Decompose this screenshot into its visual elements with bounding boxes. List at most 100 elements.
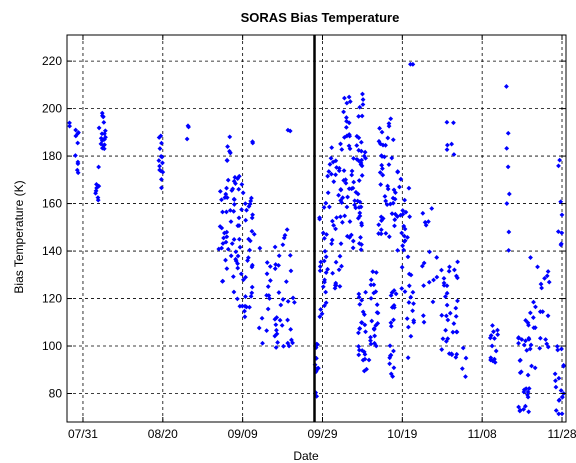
data-point <box>99 131 105 137</box>
data-point <box>371 282 377 288</box>
data-point <box>259 315 265 321</box>
data-point <box>337 284 343 289</box>
data-point <box>406 185 412 191</box>
data-point <box>224 234 230 240</box>
data-point <box>329 241 334 247</box>
data-point <box>225 177 231 183</box>
x-tick-label: 08/20 <box>148 427 178 441</box>
data-point <box>344 100 350 106</box>
data-point <box>389 211 395 217</box>
data-point <box>377 125 382 131</box>
data-point <box>423 222 429 228</box>
data-point <box>224 266 230 272</box>
data-point <box>333 259 339 265</box>
data-point <box>73 153 78 158</box>
data-point <box>356 343 361 349</box>
data-point <box>454 351 460 357</box>
data-point <box>344 204 350 210</box>
data-point <box>379 129 385 135</box>
data-point <box>185 123 191 129</box>
data-point <box>526 409 532 415</box>
data-point <box>357 302 363 307</box>
data-point <box>73 133 79 139</box>
data-point <box>279 323 285 328</box>
data-point <box>391 302 397 308</box>
data-point <box>356 330 361 336</box>
data-point <box>356 135 362 141</box>
data-point <box>240 277 246 283</box>
data-point <box>385 186 391 192</box>
data-point <box>157 163 162 169</box>
data-point <box>356 178 362 183</box>
data-point <box>95 197 101 203</box>
data-point <box>504 84 509 89</box>
data-point <box>517 358 523 363</box>
data-point <box>333 226 338 232</box>
data-point <box>545 313 551 319</box>
data-point <box>249 290 255 296</box>
data-point <box>356 113 362 119</box>
data-point <box>377 141 383 147</box>
data-point <box>516 340 521 346</box>
data-point <box>264 292 270 298</box>
data-point <box>231 202 237 207</box>
data-point <box>421 260 427 266</box>
data-point <box>538 281 544 287</box>
data-point <box>357 326 363 332</box>
data-point <box>228 253 234 259</box>
data-point <box>315 365 321 371</box>
data-point <box>329 145 335 150</box>
data-point <box>328 171 334 177</box>
data-point <box>359 242 364 247</box>
data-point <box>159 177 164 182</box>
data-point <box>264 328 270 334</box>
data-point <box>421 283 427 289</box>
data-point <box>217 188 223 194</box>
data-point <box>556 375 562 381</box>
data-point <box>231 208 237 214</box>
data-point <box>249 228 255 234</box>
data-point <box>527 310 533 316</box>
data-point <box>75 140 81 146</box>
data-point <box>504 201 510 206</box>
data-point <box>395 247 400 253</box>
data-point <box>339 263 344 269</box>
data-point <box>325 173 331 179</box>
data-point <box>284 227 290 233</box>
data-point <box>76 130 81 135</box>
data-point <box>249 215 255 221</box>
data-point <box>383 230 389 236</box>
data-point <box>287 128 293 134</box>
data-point <box>366 357 372 363</box>
data-point <box>223 191 229 197</box>
data-point <box>325 190 331 196</box>
data-point <box>285 127 291 133</box>
data-point <box>245 255 251 261</box>
data-point <box>362 312 367 317</box>
data-point <box>388 323 394 329</box>
data-point <box>361 153 367 159</box>
data-point <box>543 337 549 342</box>
data-point <box>242 308 247 314</box>
data-point <box>236 236 242 242</box>
data-point <box>420 313 426 319</box>
data-point <box>390 195 396 201</box>
data-point <box>317 216 323 222</box>
x-axis-label: Date <box>293 449 319 463</box>
data-point <box>323 254 329 260</box>
data-point <box>356 352 362 358</box>
data-point <box>156 158 162 163</box>
data-point <box>101 146 107 152</box>
data-point <box>75 159 81 165</box>
data-point <box>463 355 469 361</box>
data-point <box>272 333 278 339</box>
data-point <box>235 253 241 259</box>
data-point <box>516 335 522 340</box>
data-point <box>100 114 106 120</box>
data-point <box>454 273 459 279</box>
data-point <box>257 245 263 251</box>
data-point <box>248 198 254 204</box>
data-point <box>247 304 252 310</box>
data-point <box>225 246 231 252</box>
data-point <box>537 345 543 351</box>
